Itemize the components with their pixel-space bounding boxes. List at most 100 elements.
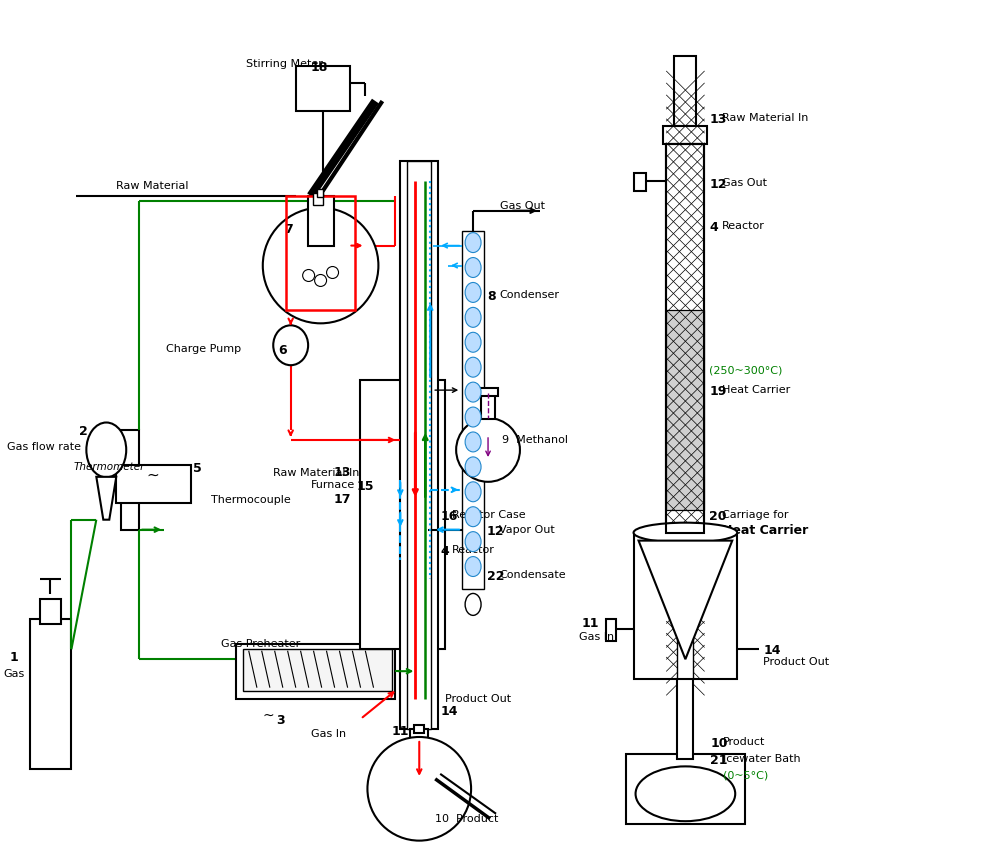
Ellipse shape [465,593,481,616]
Text: 15: 15 [357,480,374,492]
Text: 22: 22 [487,570,505,582]
Ellipse shape [465,332,481,352]
Bar [286,196,356,311]
Text: Product Out: Product Out [445,694,511,704]
Text: 5: 5 [193,462,201,475]
Ellipse shape [465,432,481,452]
Bar [677,532,693,679]
Text: Furnace: Furnace [311,480,355,490]
Bar [235,644,396,699]
Text: Gas flow rate: Gas flow rate [7,442,80,452]
Text: 7: 7 [284,222,293,236]
Bar [666,144,704,532]
Text: 13: 13 [334,466,351,479]
Bar [666,144,704,532]
Bar [410,729,428,759]
Bar [296,66,351,111]
Text: ~: ~ [263,709,275,723]
Text: 11: 11 [582,617,599,630]
Text: Carriage for: Carriage for [722,509,793,520]
Text: Gas Preheater: Gas Preheater [220,639,301,649]
Ellipse shape [465,407,481,427]
Bar [625,754,745,824]
Text: Heat Carrier: Heat Carrier [722,524,809,537]
Text: Condenser: Condenser [499,290,559,301]
Text: 20: 20 [709,509,726,523]
Circle shape [327,267,339,278]
Text: 6: 6 [279,344,288,357]
Text: Vapor Out: Vapor Out [499,525,555,535]
Bar [666,311,704,509]
Text: (250~300°C): (250~300°C) [709,365,783,375]
Text: Gas Out: Gas Out [722,177,768,188]
Circle shape [456,418,520,482]
Text: Stirring Meter: Stirring Meter [245,59,323,70]
Text: Raw Material: Raw Material [116,181,188,191]
Bar [39,599,61,624]
Bar [407,160,431,729]
Text: Raw Material In: Raw Material In [722,113,809,123]
Text: 3: 3 [277,714,285,727]
Bar [317,188,323,197]
Bar [677,679,693,759]
Text: Reactor Case: Reactor Case [452,509,526,520]
Bar [414,725,424,733]
Text: 1: 1 [9,650,18,664]
Circle shape [303,269,315,282]
Text: 18: 18 [311,61,328,74]
Ellipse shape [465,307,481,328]
Text: 10  Product: 10 Product [435,813,499,824]
Text: (0~5°C): (0~5°C) [723,771,769,781]
Bar [116,465,191,503]
Bar [633,173,645,191]
Text: 16: 16 [440,509,458,523]
Text: 4: 4 [709,221,718,233]
Text: 12: 12 [709,177,726,191]
Ellipse shape [465,557,481,576]
Text: Thermometer: Thermometer [73,462,144,472]
Text: 10: 10 [710,737,727,750]
Text: Gas In: Gas In [579,633,614,643]
Bar [401,160,438,729]
Text: 11: 11 [392,725,409,738]
Polygon shape [96,477,116,520]
Ellipse shape [465,531,481,552]
Bar [633,532,737,679]
Text: 13: 13 [709,113,726,126]
Text: Product: Product [723,737,766,747]
Ellipse shape [465,457,481,477]
Ellipse shape [633,523,737,543]
Text: 8: 8 [487,290,496,303]
Bar [121,430,139,530]
Ellipse shape [86,423,126,477]
Ellipse shape [465,233,481,252]
Text: 4: 4 [440,544,449,558]
Bar [242,649,393,691]
Circle shape [263,208,379,323]
Bar [313,193,323,205]
Ellipse shape [465,382,481,402]
Bar [663,126,707,144]
Polygon shape [638,541,732,659]
Text: Thermocouple: Thermocouple [211,495,291,505]
Ellipse shape [274,325,309,365]
Ellipse shape [465,257,481,278]
Text: 9  Methanol: 9 Methanol [502,435,568,445]
Ellipse shape [635,767,735,821]
Text: Heat Carrier: Heat Carrier [722,385,791,395]
Text: 17: 17 [334,492,351,506]
Text: Gas Out: Gas Out [500,200,545,211]
Text: ∼: ∼ [146,468,159,483]
Text: 14: 14 [764,644,781,657]
Bar [308,196,334,245]
Text: 2: 2 [79,425,88,438]
Text: Condensate: Condensate [499,570,566,580]
Text: 12: 12 [487,525,505,537]
Text: Charge Pump: Charge Pump [166,344,241,354]
Circle shape [368,737,471,841]
Text: 14: 14 [440,705,458,718]
Text: Reactor: Reactor [452,544,495,554]
Text: Raw Material In: Raw Material In [273,468,359,478]
Bar [605,620,615,641]
Ellipse shape [465,507,481,526]
